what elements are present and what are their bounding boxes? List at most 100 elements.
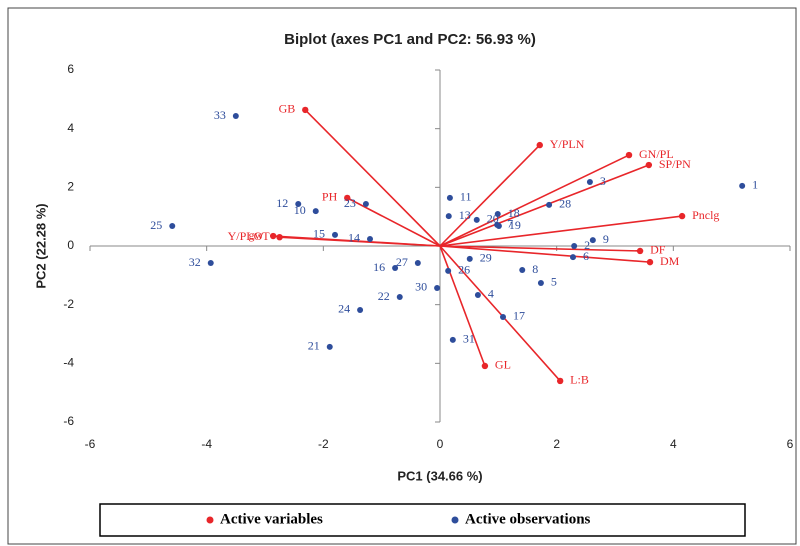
variable-vector <box>439 154 630 247</box>
variable-vector <box>346 197 441 247</box>
point-label: 29 <box>480 251 492 265</box>
point-label: 13 <box>459 208 471 222</box>
point-label: GB <box>279 102 296 116</box>
legend-marker <box>206 516 214 524</box>
point-label: 23 <box>344 196 356 210</box>
point-label: 28 <box>559 197 571 211</box>
variable-point <box>678 212 686 220</box>
variable-vector <box>439 245 486 367</box>
point-label: Y/PLN <box>550 137 585 151</box>
observation-point <box>445 213 452 220</box>
y-tick-label: -6 <box>63 414 74 428</box>
point-label: 4 <box>488 287 494 301</box>
observation-point <box>207 260 214 267</box>
point-label: 14 <box>348 231 360 245</box>
observation-point <box>586 179 593 186</box>
legend-label: Active observations <box>465 511 591 527</box>
legend-label: Active variables <box>220 511 323 527</box>
point-label: 7 <box>507 217 513 231</box>
observation-point <box>449 336 456 343</box>
legend-marker <box>451 516 459 524</box>
point-label: GN/PL <box>639 147 674 161</box>
observation-point <box>546 201 553 208</box>
x-tick-label: 0 <box>437 437 444 451</box>
observation-point <box>494 211 501 218</box>
observation-point <box>396 294 403 301</box>
y-axis-title: PC2 (22.28 %) <box>33 203 48 288</box>
observation-point <box>739 182 746 189</box>
observation-point <box>446 194 453 201</box>
x-tick-label: -4 <box>201 437 212 451</box>
x-tick-label: 4 <box>670 437 677 451</box>
point-label: 17 <box>513 309 525 323</box>
point-label: 21 <box>308 339 320 353</box>
point-label: 33 <box>214 108 226 122</box>
point-label: L:B <box>570 373 589 387</box>
observation-point <box>466 255 473 262</box>
observation-point <box>326 343 333 350</box>
y-tick-label: -2 <box>63 297 74 311</box>
point-label: 3 <box>600 174 606 188</box>
observation-point <box>392 265 399 271</box>
point-label: 22 <box>378 289 390 303</box>
point-label: SP/PN <box>659 157 691 171</box>
point-label: Pnclg <box>692 208 719 222</box>
point-label: 6 <box>583 249 589 263</box>
point-label: 1 <box>752 178 758 192</box>
chart-title: Biplot (axes PC1 and PC2: 56.93 %) <box>284 31 536 48</box>
chart-frame <box>7 7 797 545</box>
variable-point <box>646 258 654 266</box>
variable-vector <box>439 245 651 263</box>
variable-vector <box>304 109 441 247</box>
y-tick-label: 2 <box>67 180 74 194</box>
variable-vector <box>439 245 561 382</box>
point-label: PH <box>322 190 338 204</box>
variable-vector <box>439 215 683 247</box>
point-label: 2 <box>584 238 590 252</box>
x-tick-label: 6 <box>787 437 794 451</box>
point-label: 20 <box>487 212 499 226</box>
observation-point <box>537 279 544 286</box>
y-tick-label: 0 <box>67 238 74 252</box>
variable-vector <box>439 245 641 252</box>
observation-point <box>362 201 369 208</box>
observation-point <box>312 208 319 215</box>
x-tick-label: -2 <box>318 437 329 451</box>
observation-point <box>357 306 364 313</box>
variable-point <box>645 161 653 169</box>
variable-point <box>625 151 633 159</box>
variable-vector <box>439 164 650 247</box>
variable-point <box>302 106 309 114</box>
observation-point <box>474 291 481 298</box>
point-label: DF <box>650 243 666 257</box>
y-tick-label: -4 <box>63 356 74 370</box>
x-tick-label: 2 <box>553 437 560 451</box>
point-label: 19 <box>509 218 521 232</box>
point-label: 25 <box>150 218 162 232</box>
point-label: 9 <box>603 232 609 246</box>
variable-point <box>481 362 489 370</box>
variable-vector <box>439 144 541 247</box>
variable-point <box>636 247 644 255</box>
point-label: Y/PLOT <box>228 229 271 243</box>
variable-point <box>276 234 283 241</box>
point-label: 8 <box>532 262 538 276</box>
point-label: gw <box>248 228 263 242</box>
point-label: 12 <box>276 196 288 210</box>
point-label: 31 <box>463 332 475 346</box>
observation-point <box>519 267 526 274</box>
variable-point <box>344 194 351 202</box>
point-label: 24 <box>338 302 350 316</box>
point-label: DM <box>660 254 680 268</box>
observation-point <box>571 243 578 249</box>
observation-point <box>500 313 506 320</box>
observation-point <box>332 231 338 238</box>
variable-point <box>269 232 277 240</box>
observation-point <box>367 235 373 242</box>
variable-point <box>536 141 543 149</box>
observation-point <box>589 237 596 244</box>
point-label: 18 <box>508 206 520 220</box>
y-tick-label: 6 <box>67 62 74 76</box>
x-axis-title: PC1 (34.66 %) <box>397 468 482 483</box>
